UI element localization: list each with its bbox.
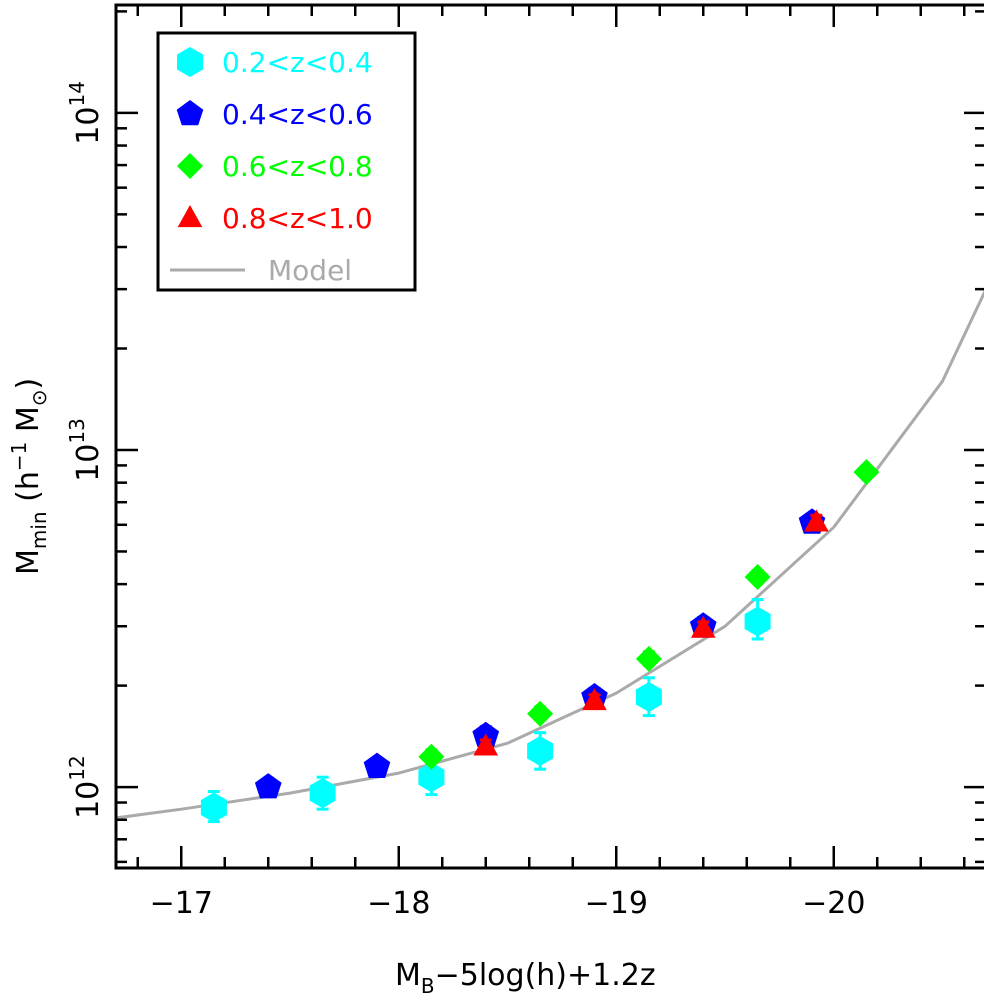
data-point bbox=[254, 773, 282, 799]
data-point bbox=[744, 564, 771, 590]
legend: 0.2<z<0.4 0.4<z<0.6 0.6<z<0.8 0.8<z<1.0 Mode… bbox=[156, 31, 417, 292]
data-point bbox=[690, 615, 716, 638]
data-point bbox=[418, 762, 445, 793]
x-tick-label: −20 bbox=[802, 886, 865, 921]
data-point bbox=[418, 743, 445, 770]
legend-marker-pentagon bbox=[176, 100, 204, 126]
y-tick-label: 1012 bbox=[65, 755, 106, 819]
series-diamond bbox=[418, 459, 880, 770]
series-triangle bbox=[473, 509, 829, 756]
data-point bbox=[527, 700, 554, 727]
legend-label: 0.4<z<0.6 bbox=[222, 98, 373, 131]
legend-marker-triangle bbox=[177, 205, 203, 228]
y-tick-label: 1013 bbox=[65, 418, 106, 482]
data-point bbox=[744, 606, 771, 637]
data-point bbox=[582, 688, 607, 711]
y-axis-label: Mmin (h−1 M⊙) bbox=[7, 378, 51, 575]
legend-label: 0.2<z<0.4 bbox=[222, 46, 373, 79]
data-point bbox=[363, 752, 391, 778]
x-tick-label: −17 bbox=[150, 886, 213, 921]
data-point bbox=[804, 509, 829, 532]
legend-marker-hexagon bbox=[177, 47, 203, 77]
legend-label: 0.6<z<0.8 bbox=[222, 150, 373, 183]
data-point bbox=[635, 682, 662, 712]
legend-marker-diamond bbox=[177, 153, 203, 179]
plot-frame bbox=[114, 3, 984, 870]
x-axis-label: MB−5log(h)+1.2z bbox=[395, 958, 656, 998]
data-point bbox=[635, 645, 662, 672]
data-point bbox=[853, 459, 880, 486]
legend-label: Model bbox=[268, 254, 352, 287]
legend-label: 0.8<z<1.0 bbox=[222, 202, 373, 235]
data-point bbox=[200, 792, 227, 823]
y-tick-label: 1014 bbox=[65, 81, 106, 145]
model-curve bbox=[116, 289, 984, 820]
data-point bbox=[309, 778, 336, 809]
x-tick-label: −19 bbox=[585, 886, 648, 921]
series-hexagon bbox=[200, 598, 771, 824]
x-tick-label: −18 bbox=[367, 886, 430, 921]
data-point bbox=[527, 736, 554, 766]
legend-box bbox=[156, 31, 417, 292]
data-point bbox=[473, 733, 499, 756]
